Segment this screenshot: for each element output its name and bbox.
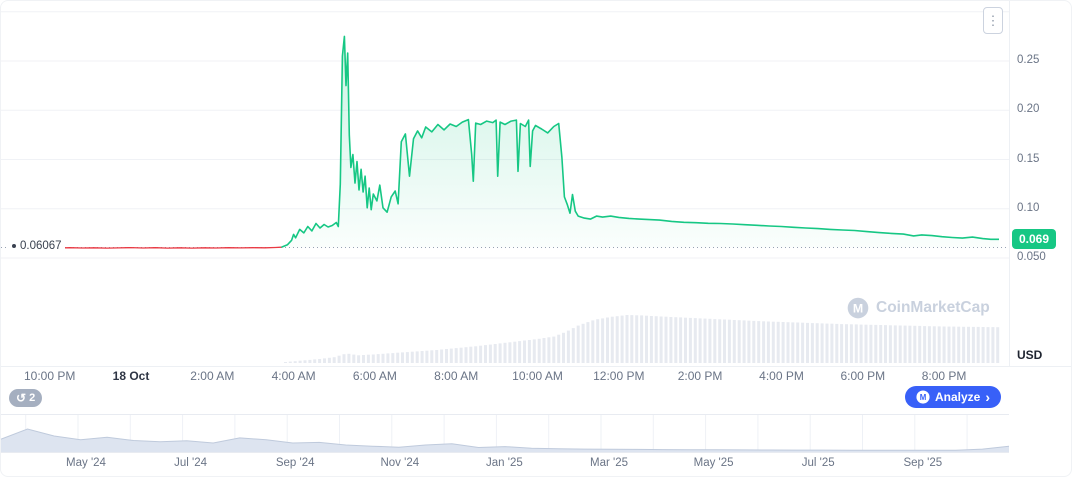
volume-bars — [284, 315, 1000, 363]
price-line-chart[interactable] — [1, 1, 1009, 367]
chevron-right-icon: › — [985, 388, 990, 405]
price-line-above-open — [281, 35, 999, 248]
price-marker-dot-icon — [12, 243, 16, 248]
navigator-month-label: May '24 — [66, 457, 106, 469]
price-scale-divider — [1009, 1, 1010, 366]
time-scale-divider — [1, 366, 1071, 367]
y-axis-tick: 0.15 — [1017, 152, 1040, 165]
history-clock-icon: ↺ — [16, 391, 27, 405]
navigator-area — [1, 429, 1009, 452]
x-axis-tick: 18 Oct — [112, 369, 150, 383]
price-scale[interactable]: 0.25 0.20 0.15 0.10 0.050 0.069 USD — [1010, 1, 1071, 366]
navigator-month-labels: May '24 Jul '24 Sep '24 Nov '24 Jan '25 Mar '… — [1, 457, 1009, 473]
x-axis-tick: 4:00 PM — [759, 369, 804, 383]
x-axis-tick: 6:00 PM — [840, 369, 886, 383]
x-axis-tick: 10:00 AM — [512, 369, 563, 383]
x-axis-tick: 8:00 PM — [921, 369, 967, 383]
navigator-month-label: Jan '25 — [486, 457, 523, 469]
analyze-button[interactable]: M Analyze › — [904, 386, 1001, 408]
x-axis-tick: 2:00 AM — [190, 369, 235, 383]
last-price-badge: 0.069 — [1012, 229, 1057, 250]
analyze-button-label: Analyze — [934, 390, 981, 404]
grip-dots-icon: ⋮ — [986, 12, 1000, 28]
navigator-month-label: Mar '25 — [590, 457, 628, 469]
navigator-month-label: Jul '24 — [174, 457, 208, 469]
navigator-month-label: Sep '24 — [275, 457, 315, 469]
navigator-month-label: Jul '25 — [801, 457, 835, 469]
y-axis-tick: 0.25 — [1017, 54, 1040, 66]
navigator-resize-handle[interactable]: ⋮ — [983, 7, 1003, 34]
date-range-navigator[interactable] — [1, 414, 1009, 453]
navigator-area-chart[interactable] — [1, 415, 1009, 452]
x-axis-tick: 8:00 AM — [434, 369, 479, 383]
time-scale[interactable]: 10:00 PM 18 Oct 2:00 AM 4:00 AM 6:00 AM 8:00 … — [1, 367, 1009, 385]
coinmarketcap-logo-icon: M — [916, 390, 930, 404]
logo-letter: M — [920, 393, 927, 402]
y-axis-tick: 0.050 — [1017, 251, 1046, 263]
y-axis-tick: 0.10 — [1017, 201, 1040, 214]
navigator-outline — [1, 428, 1009, 451]
main-chart-plot[interactable]: 0.06067 M CoinMarketCap — [1, 1, 1009, 367]
y-axis-tick: 0.20 — [1017, 103, 1040, 116]
x-axis-tick: 10:00 PM — [24, 369, 76, 383]
x-axis-tick: 6:00 AM — [352, 369, 397, 383]
navigator-month-label: May '25 — [693, 457, 734, 469]
open-price-label: 0.06067 — [9, 239, 65, 252]
open-price-value: 0.06067 — [20, 239, 62, 252]
x-axis-tick: 4:00 AM — [271, 369, 316, 383]
area-fill — [281, 36, 999, 248]
navigator-month-label: Nov '24 — [380, 457, 420, 469]
currency-label: USD — [1017, 348, 1043, 362]
history-count-badge[interactable]: ↺ 2 — [9, 389, 43, 407]
navigator-month-label: Sep '25 — [903, 457, 943, 469]
x-axis-tick: 12:00 PM — [593, 369, 645, 383]
history-count: 2 — [29, 392, 36, 404]
x-axis-tick: 2:00 PM — [677, 369, 723, 383]
